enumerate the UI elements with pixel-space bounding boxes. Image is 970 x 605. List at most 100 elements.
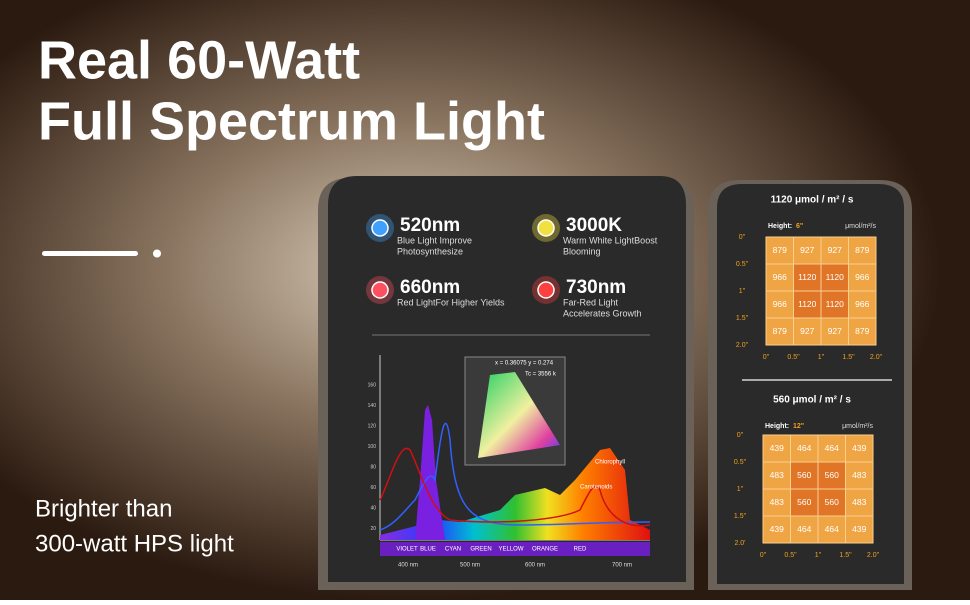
cell-value: 879: [773, 245, 787, 255]
cell-value: 966: [773, 272, 787, 282]
col-label: 0": [760, 552, 767, 559]
cell-value: 464: [797, 524, 811, 534]
row-label: 0": [739, 234, 746, 241]
cell-value: 1120: [798, 299, 817, 309]
feature-desc: Photosynthesize: [397, 246, 463, 256]
col-label: 2.0": [867, 552, 880, 559]
cell-value: 439: [770, 443, 784, 453]
spectrum-chart: VIOLET BLUE CYAN GREEN YELLOW ORANGE RED 400 n…: [368, 355, 651, 569]
cell: [793, 236, 822, 265]
row-label: 1": [739, 288, 746, 295]
unit: μmol/m²/s: [845, 223, 876, 230]
cell-value: 927: [800, 245, 814, 255]
cell-value: 966: [773, 299, 787, 309]
icon: [537, 281, 555, 299]
cell: [765, 317, 794, 346]
cell-value: 560: [797, 470, 811, 480]
subtitle-line: 300-watt HPS light: [35, 530, 234, 557]
band-labels: VIOLET BLUE CYAN GREEN YELLOW ORANGE RED: [396, 547, 587, 553]
icon: [371, 281, 389, 299]
curve: [379, 447, 651, 527]
cell-value: 464: [797, 443, 811, 453]
col-label: 0.5": [787, 354, 800, 361]
band-label: RED: [574, 547, 587, 553]
feature-desc: Accelerates Growth: [563, 308, 642, 318]
y-label: 120: [368, 423, 377, 429]
cell: [762, 461, 791, 490]
cell: [820, 236, 849, 265]
cell: [762, 434, 791, 463]
curve: [379, 422, 651, 531]
y-label: 100: [368, 444, 377, 450]
col-label: 0": [763, 354, 770, 361]
cie-text: x = 0.36075 y = 0.274: [495, 361, 554, 367]
cell-value: 464: [825, 443, 839, 453]
height-label: Height:: [765, 423, 789, 430]
y-label: 80: [370, 464, 376, 470]
cie-text: Tc = 3556 k: [525, 372, 557, 378]
cell: [790, 515, 819, 544]
feature-value: 660nm: [400, 277, 460, 298]
cell-value: 483: [770, 497, 784, 507]
cell-value: 464: [825, 524, 839, 534]
subtitle: Brighter than 300-watt HPS light: [35, 495, 234, 557]
y-label: 20: [370, 526, 376, 532]
title: Real 60-Watt Full Spectrum Light: [38, 30, 545, 151]
row-label: 0.5": [734, 459, 747, 466]
cell-value: 927: [800, 326, 814, 336]
y-label: 60: [370, 485, 376, 491]
x-labels: 400 nm 500 nm 600 nm 700 nm: [398, 563, 632, 569]
cell-value: 966: [855, 299, 869, 309]
band-bar: [380, 542, 650, 556]
annotation: Carotenoids: [580, 485, 612, 491]
feature-desc: Blue Light Improve: [397, 235, 472, 245]
row-label: 2.0": [736, 342, 749, 349]
row-label: 0": [737, 432, 744, 439]
cell: [820, 317, 849, 346]
cell-value: 927: [828, 326, 842, 336]
grid-title: 1120 μmol / m² / s: [771, 195, 854, 206]
col-label: 2.0": [870, 354, 883, 361]
violet-peak: [415, 405, 445, 540]
height-label: Height:: [768, 223, 792, 230]
col-label: 0.5": [784, 552, 797, 559]
cell: [765, 290, 794, 319]
icon: [371, 219, 389, 237]
y-label: 40: [370, 505, 376, 511]
cell: [793, 290, 822, 319]
cell-value: 560: [825, 470, 839, 480]
cell-value: 927: [828, 245, 842, 255]
cell-value: 1120: [826, 299, 845, 309]
cell-value: 879: [773, 326, 787, 336]
cell-value: 966: [855, 272, 869, 282]
cell-value: 879: [855, 245, 869, 255]
x-label: 400 nm: [398, 563, 418, 569]
decor-line: [42, 251, 138, 256]
cie-gamut: [478, 372, 560, 458]
row-label: 0.5": [736, 261, 749, 268]
row-label: 2.0': [734, 540, 745, 547]
band-label: GREEN: [470, 547, 491, 553]
y-label: 140: [368, 403, 377, 409]
cell-value: 879: [855, 326, 869, 336]
cell: [845, 461, 874, 490]
title-line: Real 60-Watt: [38, 30, 360, 90]
feature-desc: Far-Red Light: [563, 297, 619, 307]
x-label: 700 nm: [612, 563, 632, 569]
row-label: 1.5": [734, 513, 747, 520]
col-label: 1.5": [842, 354, 855, 361]
row-label: 1.5": [736, 315, 749, 322]
cell-value: 439: [852, 524, 866, 534]
y-labels: 160 140 120 100 80 60 40 20: [368, 382, 377, 532]
band-label: VIOLET: [396, 547, 418, 553]
cell: [848, 263, 877, 292]
unit: μmol/m²/s: [842, 423, 873, 430]
cell: [790, 461, 819, 490]
band-label: YELLOW: [498, 547, 523, 553]
cell-value: 483: [852, 497, 866, 507]
cell: [765, 236, 794, 265]
cell-value: 560: [797, 497, 811, 507]
cell-value: 439: [852, 443, 866, 453]
